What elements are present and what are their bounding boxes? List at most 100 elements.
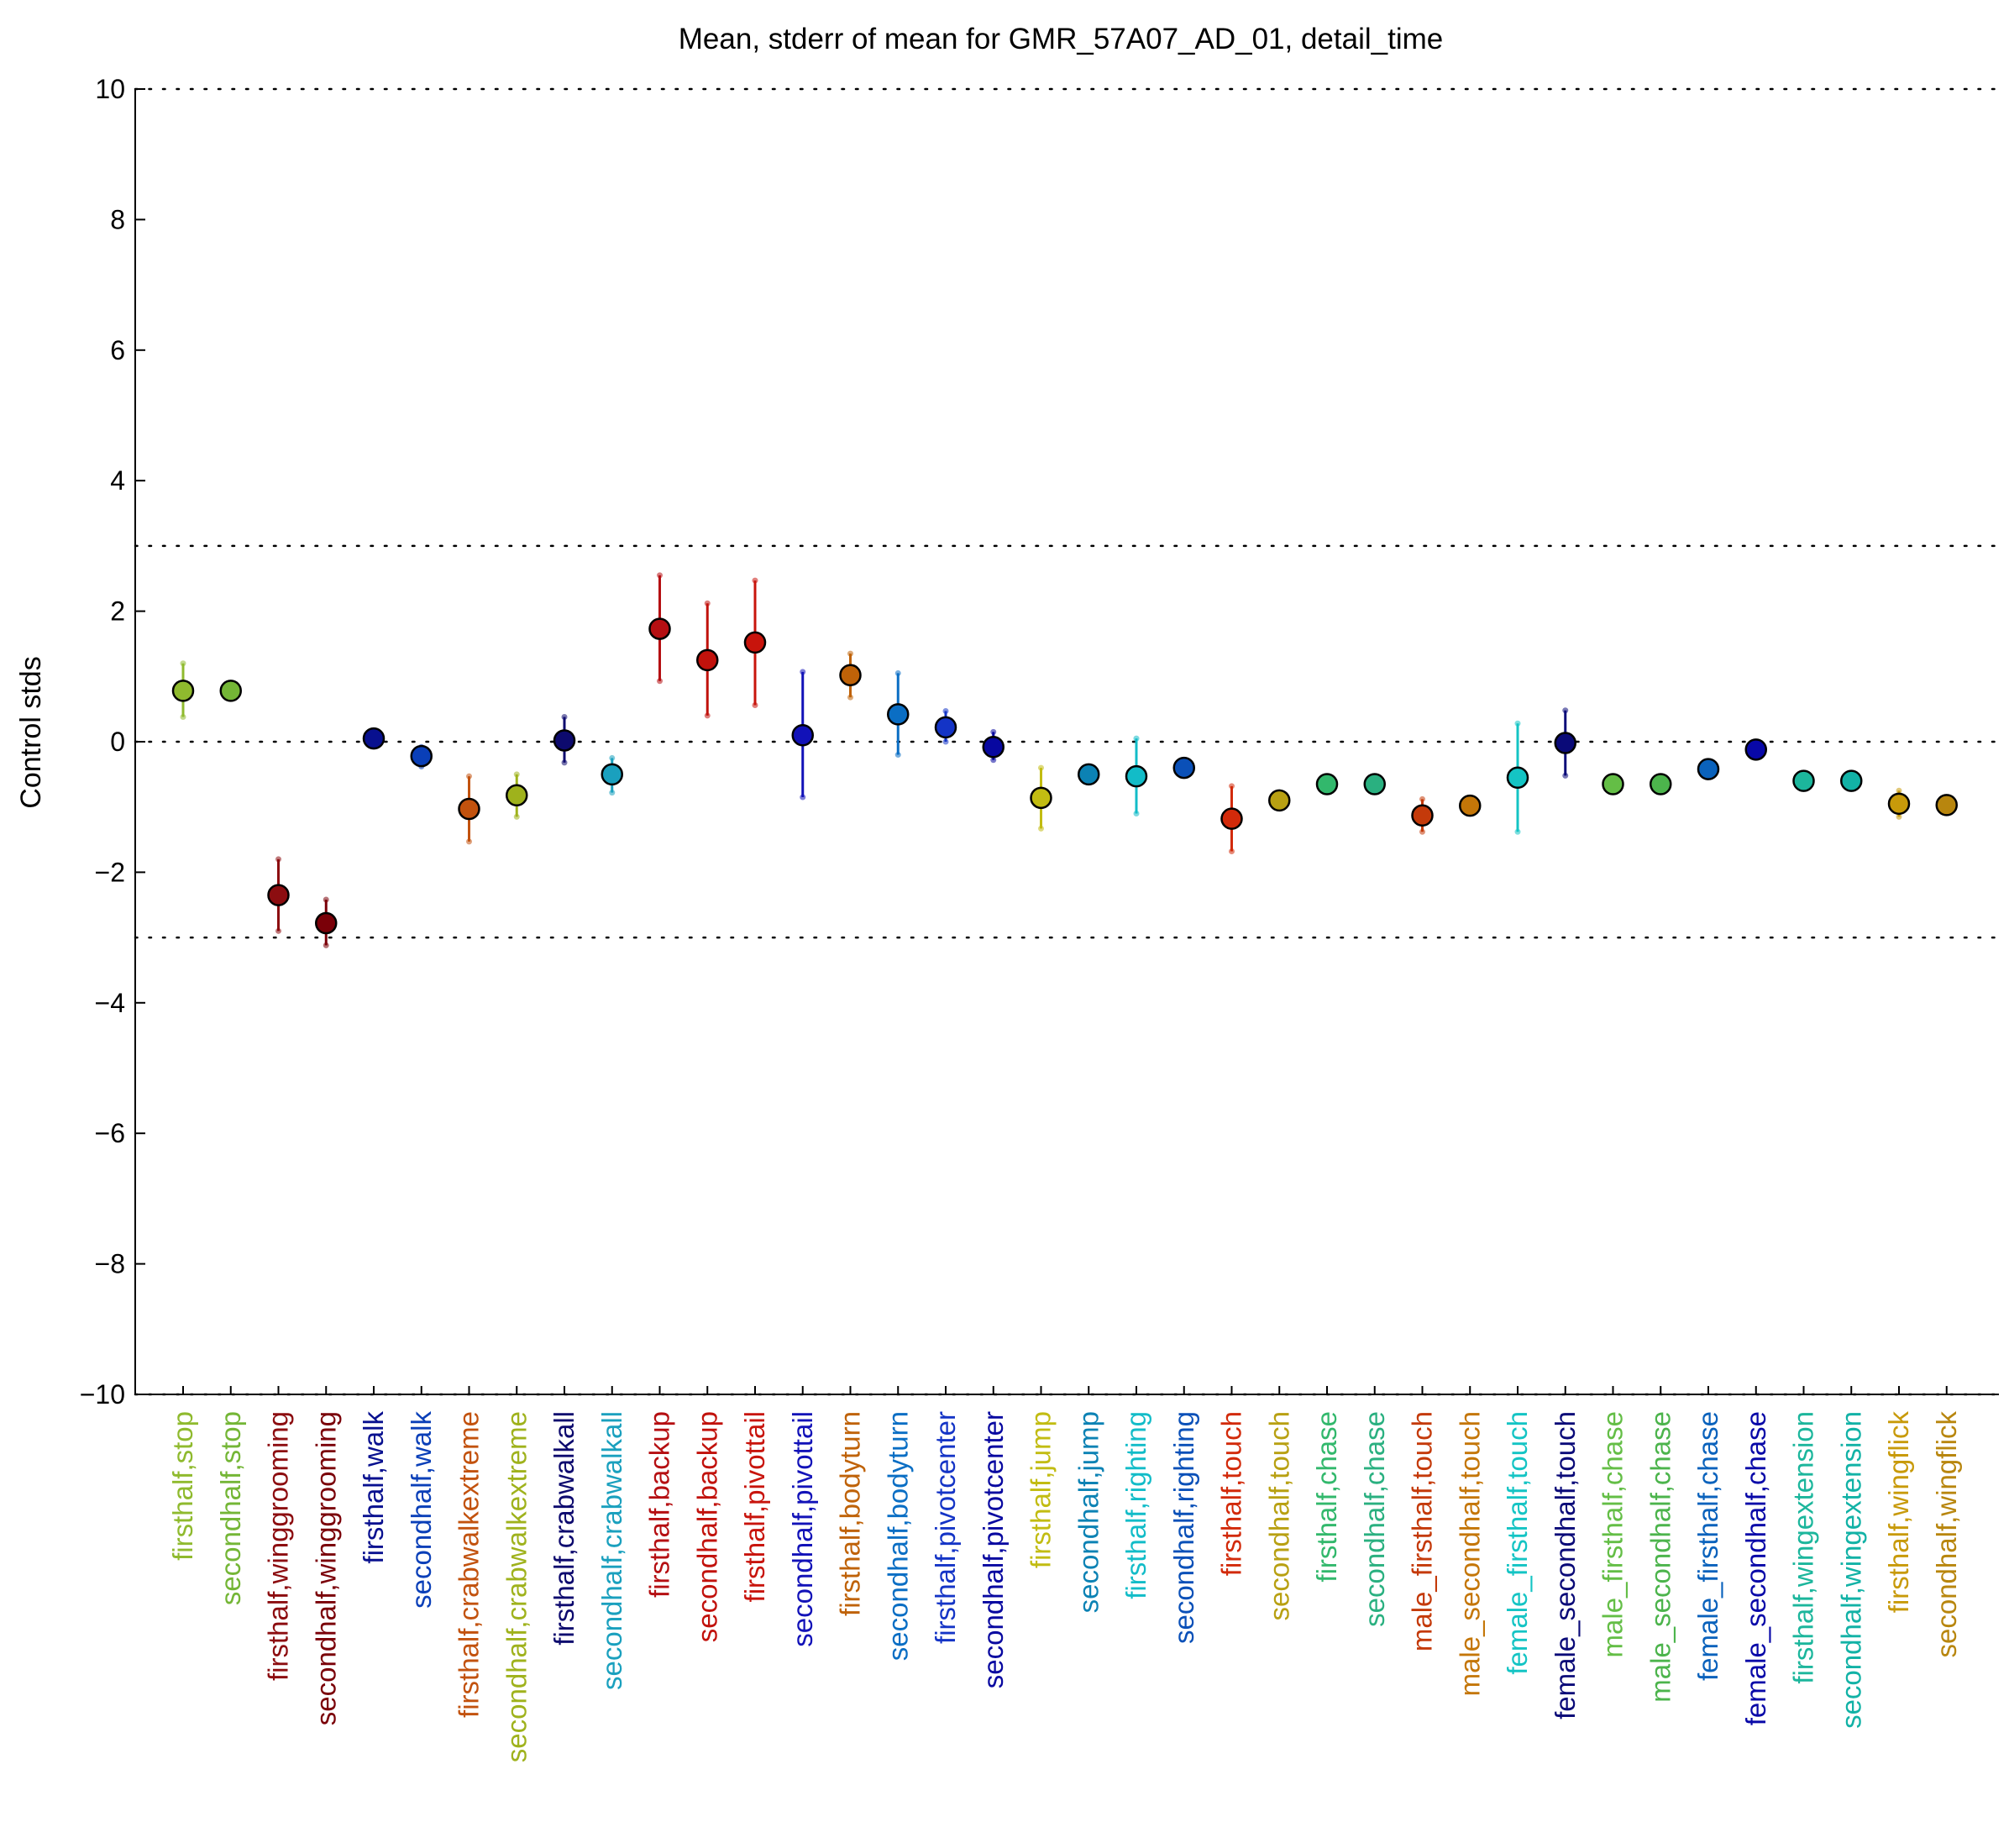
y-tick-label: 10 xyxy=(95,74,125,104)
category-label: secondhalf,pivottail xyxy=(787,1411,818,1647)
category-label: firsthalf,jump xyxy=(1025,1411,1057,1568)
mean-point xyxy=(1030,786,1052,810)
category-label: secondhalf,walk xyxy=(406,1411,437,1609)
mean-point xyxy=(1315,773,1339,795)
mean-point xyxy=(267,884,290,906)
category-label: firsthalf,crabwalkextreme xyxy=(454,1411,485,1718)
category-label: firsthalf,bodyturn xyxy=(835,1411,866,1616)
category-label: firsthalf,pivotcenter xyxy=(930,1411,961,1644)
error-cap-lower xyxy=(1038,825,1044,832)
category-label: secondhalf,wingflick xyxy=(1931,1411,1962,1658)
category-label: female_secondhalf,touch xyxy=(1550,1411,1581,1719)
mean-point xyxy=(1459,794,1482,817)
error-cap-upper xyxy=(704,600,711,606)
category-label: firsthalf,pivottail xyxy=(739,1411,770,1602)
error-cap-lower xyxy=(275,927,281,934)
error-cap-lower xyxy=(1514,828,1521,835)
mean-point xyxy=(1172,756,1195,780)
category-label: female_firsthalf,chase xyxy=(1692,1411,1723,1681)
error-cap-lower xyxy=(609,790,616,796)
category-label: firsthalf,stop xyxy=(167,1411,198,1561)
category-label: firsthalf,touch xyxy=(1216,1411,1247,1576)
error-cap-lower xyxy=(513,813,520,820)
error-cap-lower xyxy=(1133,810,1140,816)
mean-point xyxy=(982,735,1004,759)
error-cap-lower xyxy=(704,712,711,719)
category-label: firsthalf,chase xyxy=(1311,1411,1342,1583)
error-cap-lower xyxy=(1896,813,1902,820)
category-label: secondhalf,crabwalkextreme xyxy=(501,1411,532,1762)
error-cap-upper xyxy=(1514,720,1521,727)
mean-point xyxy=(410,744,433,768)
category-label: firsthalf,backup xyxy=(644,1411,675,1598)
mean-point xyxy=(601,763,623,786)
y-tick-label: 0 xyxy=(110,727,125,757)
mean-point xyxy=(696,648,719,672)
mean-point xyxy=(1506,766,1529,789)
error-cap-lower xyxy=(990,757,997,764)
mean-point xyxy=(171,680,195,702)
category-label: secondhalf,winggrooming xyxy=(310,1411,341,1725)
category-label: male_firsthalf,touch xyxy=(1407,1411,1438,1651)
x-tick-labels: firsthalf,stop secondhalf,stop firsthalf,w… xyxy=(167,1386,1962,1762)
error-cap-upper xyxy=(513,771,520,778)
error-cap-upper xyxy=(1562,707,1569,714)
category-label: secondhalf,righting xyxy=(1168,1411,1199,1644)
error-cap-lower xyxy=(180,713,186,720)
category-label: female_firsthalf,touch xyxy=(1502,1411,1533,1675)
y-tick-label: −2 xyxy=(95,857,125,887)
mean-point xyxy=(362,727,386,750)
error-cap-upper xyxy=(657,572,663,579)
chart-title: Mean, stderr of mean for GMR_57A07_AD_01… xyxy=(679,23,1443,55)
error-cap-lower xyxy=(1562,772,1569,779)
error-cap-upper xyxy=(1229,783,1235,790)
mean-point xyxy=(1411,804,1434,827)
error-cap-upper xyxy=(609,754,616,761)
category-label: secondhalf,bodyturn xyxy=(882,1411,913,1661)
y-tick-label: 6 xyxy=(110,335,125,365)
y-ticks: −10 −8 −6 −4 −2 0 2 4 6 8 10 xyxy=(80,74,145,1410)
error-cap-upper xyxy=(1133,735,1140,742)
y-axis-title: Control stds xyxy=(15,656,47,808)
mean-point xyxy=(1602,773,1624,795)
category-label: male_secondhalf,chase xyxy=(1644,1411,1676,1703)
mean-point xyxy=(1840,769,1863,792)
category-label: male_secondhalf,touch xyxy=(1454,1411,1485,1696)
category-label: firsthalf,crabwalkall xyxy=(548,1411,580,1646)
category-label: secondhalf,wingextension xyxy=(1835,1411,1866,1729)
mean-point xyxy=(506,784,528,806)
error-cap-lower xyxy=(800,794,806,801)
mean-point xyxy=(458,797,480,821)
error-cap-upper xyxy=(1038,764,1044,771)
category-label: firsthalf,righting xyxy=(1120,1411,1151,1599)
error-cap-upper xyxy=(894,669,901,676)
error-cap-lower xyxy=(466,838,472,845)
mean-point xyxy=(1125,764,1148,788)
category-label: firsthalf,wingflick xyxy=(1883,1411,1914,1614)
mean-point xyxy=(219,680,242,702)
reference-lines xyxy=(134,87,2001,1396)
category-label: male_firsthalf,chase xyxy=(1597,1411,1629,1657)
error-cap-upper xyxy=(275,856,281,863)
error-cap-lower xyxy=(942,738,949,745)
mean-point xyxy=(1792,769,1815,792)
error-cap-upper xyxy=(466,773,472,780)
error-cap-lower xyxy=(847,694,853,701)
mean-point xyxy=(1554,732,1576,754)
mean-point xyxy=(791,723,814,747)
category-label: firsthalf,walk xyxy=(358,1411,389,1564)
error-cap-lower xyxy=(323,942,329,948)
error-cap-upper xyxy=(942,707,949,714)
category-label: secondhalf,stop xyxy=(215,1411,246,1605)
category-label: secondhalf,touch xyxy=(1263,1411,1294,1621)
mean-point xyxy=(1363,773,1386,795)
mean-point xyxy=(1697,758,1720,780)
category-label: secondhalf,crabwalkall xyxy=(596,1411,627,1690)
error-cap-upper xyxy=(561,713,568,720)
category-label: female_secondhalf,chase xyxy=(1740,1411,1771,1725)
error-cap-upper xyxy=(1419,795,1425,802)
mean-point xyxy=(1935,794,1958,816)
error-cap-lower xyxy=(894,752,901,759)
mean-point xyxy=(1078,763,1100,786)
error-cap-lower xyxy=(1419,828,1425,835)
